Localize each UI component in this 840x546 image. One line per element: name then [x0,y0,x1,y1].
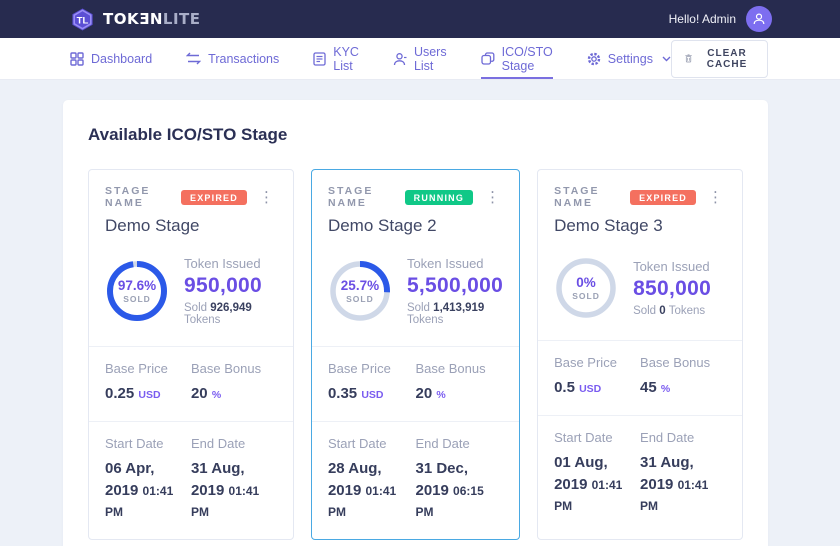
clear-cache-button[interactable]: CLEAR CACHE [670,39,768,78]
start-date-label: Start Date [554,429,613,445]
sold-caption: SOLD [572,291,600,301]
nav-item-label: KYC List [333,44,359,73]
status-badge: EXPIRED [181,189,247,205]
nav-item-label: Settings [607,51,653,66]
stage-name-label: STAGE NAME [105,185,151,209]
base-price-label: Base Price [554,355,617,370]
nav-item-users-list[interactable]: Users List [393,38,447,79]
base-bonus-value: 20 % [190,385,222,402]
sold-tokens-line: Sold 0 Tokens [633,305,706,317]
stages-panel: Available ICO/STO Stage STAGE NAME EXPIR… [63,100,768,546]
page-title: Available ICO/STO Stage [88,125,288,144]
brand-logo[interactable]: TL TOKƎNLITE [70,7,201,32]
nav-item-kyc-list[interactable]: KYC List [313,38,359,79]
end-date-value: 31 Aug, 2019 01:41 PM [640,453,709,514]
nav-item-ico-sto-stage[interactable]: ICO/STO Stage [480,38,553,79]
topbar: TL TOKƎNLITE Hello! Admin [0,0,840,38]
base-price-label: Base Price [327,361,391,376]
end-date-value: 31 Dec, 2019 06:15 PM [415,459,484,520]
kebab-menu-icon[interactable]: ⋮ [258,187,274,206]
greeting-text: Hello! Admin [668,12,736,26]
end-date-value: 31 Aug, 2019 01:41 PM [190,459,260,520]
token-issued-value: 5,500,000 [406,274,504,297]
sold-progress-ring: 25.7% SOLD [328,259,392,323]
kyc-list-icon [313,51,326,66]
clear-cache-label: CLEAR CACHE [706,47,748,70]
kebab-menu-icon[interactable]: ⋮ [485,187,501,206]
svg-text:TL: TL [77,15,89,26]
stage-name-label: STAGE NAME [554,185,600,209]
users-list-icon [393,52,407,66]
start-date-value: 01 Aug, 2019 01:41 PM [554,453,623,514]
base-price-value: 0.35 USD [327,385,384,402]
user-avatar[interactable] [746,6,772,32]
nav-item-settings[interactable]: Settings [587,38,671,79]
nav-item-label: Users List [413,44,447,73]
sold-percent: 97.6% [117,277,157,293]
person-icon [753,13,765,25]
nav-item-label: Dashboard [91,51,153,66]
token-issued-label: Token Issued [633,259,710,274]
base-price-label: Base Price [105,361,168,376]
stage-title: Demo Stage 2 [327,216,437,235]
brand-wordmark: TOKƎNLITE [103,10,201,28]
token-issued-label: Token Issued [184,256,261,271]
trash-icon [685,54,692,63]
nav-item-transactions[interactable]: Transactions [186,38,279,79]
stage-card-2: STAGE NAME RUNNING ⋮ Demo Stage 2 25.7% … [310,169,521,540]
stage-card-1: STAGE NAME EXPIRED ⋮ Demo Stage 97.6% SO… [88,169,294,540]
base-bonus-value: 45 % [640,379,671,396]
base-bonus-label: Base Bonus [640,355,711,370]
sold-caption: SOLD [123,294,151,304]
chevron-down-icon [662,56,671,62]
token-issued-value: 850,000 [633,277,712,300]
status-badge: EXPIRED [630,189,696,205]
sold-caption: SOLD [346,294,374,304]
base-bonus-value: 20 % [415,385,446,402]
token-issued-label: Token Issued [406,256,484,271]
sold-percent: 0% [576,274,596,290]
token-issued-value: 950,000 [184,274,263,297]
dashboard-icon [70,51,84,66]
base-bonus-label: Base Bonus [415,361,486,376]
end-date-label: End Date [640,429,695,445]
tokenlite-logo-icon: TL [72,7,93,31]
transactions-icon [186,52,202,65]
end-date-label: End Date [190,435,246,451]
start-date-value: 28 Aug, 2019 01:41 PM [327,459,397,520]
sold-progress-ring: 97.6% SOLD [105,259,169,323]
base-price-value: 0.5 USD [554,379,602,396]
kebab-menu-icon[interactable]: ⋮ [708,187,723,206]
stage-grid: STAGE NAME EXPIRED ⋮ Demo Stage 97.6% SO… [88,169,743,546]
nav-item-dashboard[interactable]: Dashboard [70,38,152,79]
stage-title: Demo Stage 3 [554,216,663,235]
content-area: Available ICO/STO Stage STAGE NAME EXPIR… [0,80,840,546]
stage-title: Demo Stage [105,216,200,235]
nav-item-label: Transactions [208,51,280,66]
base-bonus-label: Base Bonus [190,361,262,376]
stage-card-3: STAGE NAME EXPIRED ⋮ Demo Stage 3 0% SOL… [537,169,743,540]
nav-item-label: ICO/STO Stage [501,44,553,73]
sold-tokens-line: Sold 1,413,919 Tokens [406,302,485,326]
gear-icon [587,52,601,66]
start-date-value: 06 Apr, 2019 01:41 PM [105,459,174,520]
start-date-label: Start Date [327,435,387,451]
status-badge: RUNNING [404,189,474,205]
sold-progress-ring: 0% SOLD [554,256,618,320]
stage-icon [480,52,495,65]
stage-name-label: STAGE NAME [327,185,374,209]
start-date-label: Start Date [105,435,164,451]
sold-tokens-line: Sold 926,949 Tokens [184,302,252,326]
end-date-label: End Date [415,435,470,451]
main-nav: Dashboard Transactions KYC List Users List I… [0,38,840,80]
sold-percent: 25.7% [340,277,380,293]
base-price-value: 0.25 USD [105,385,161,402]
